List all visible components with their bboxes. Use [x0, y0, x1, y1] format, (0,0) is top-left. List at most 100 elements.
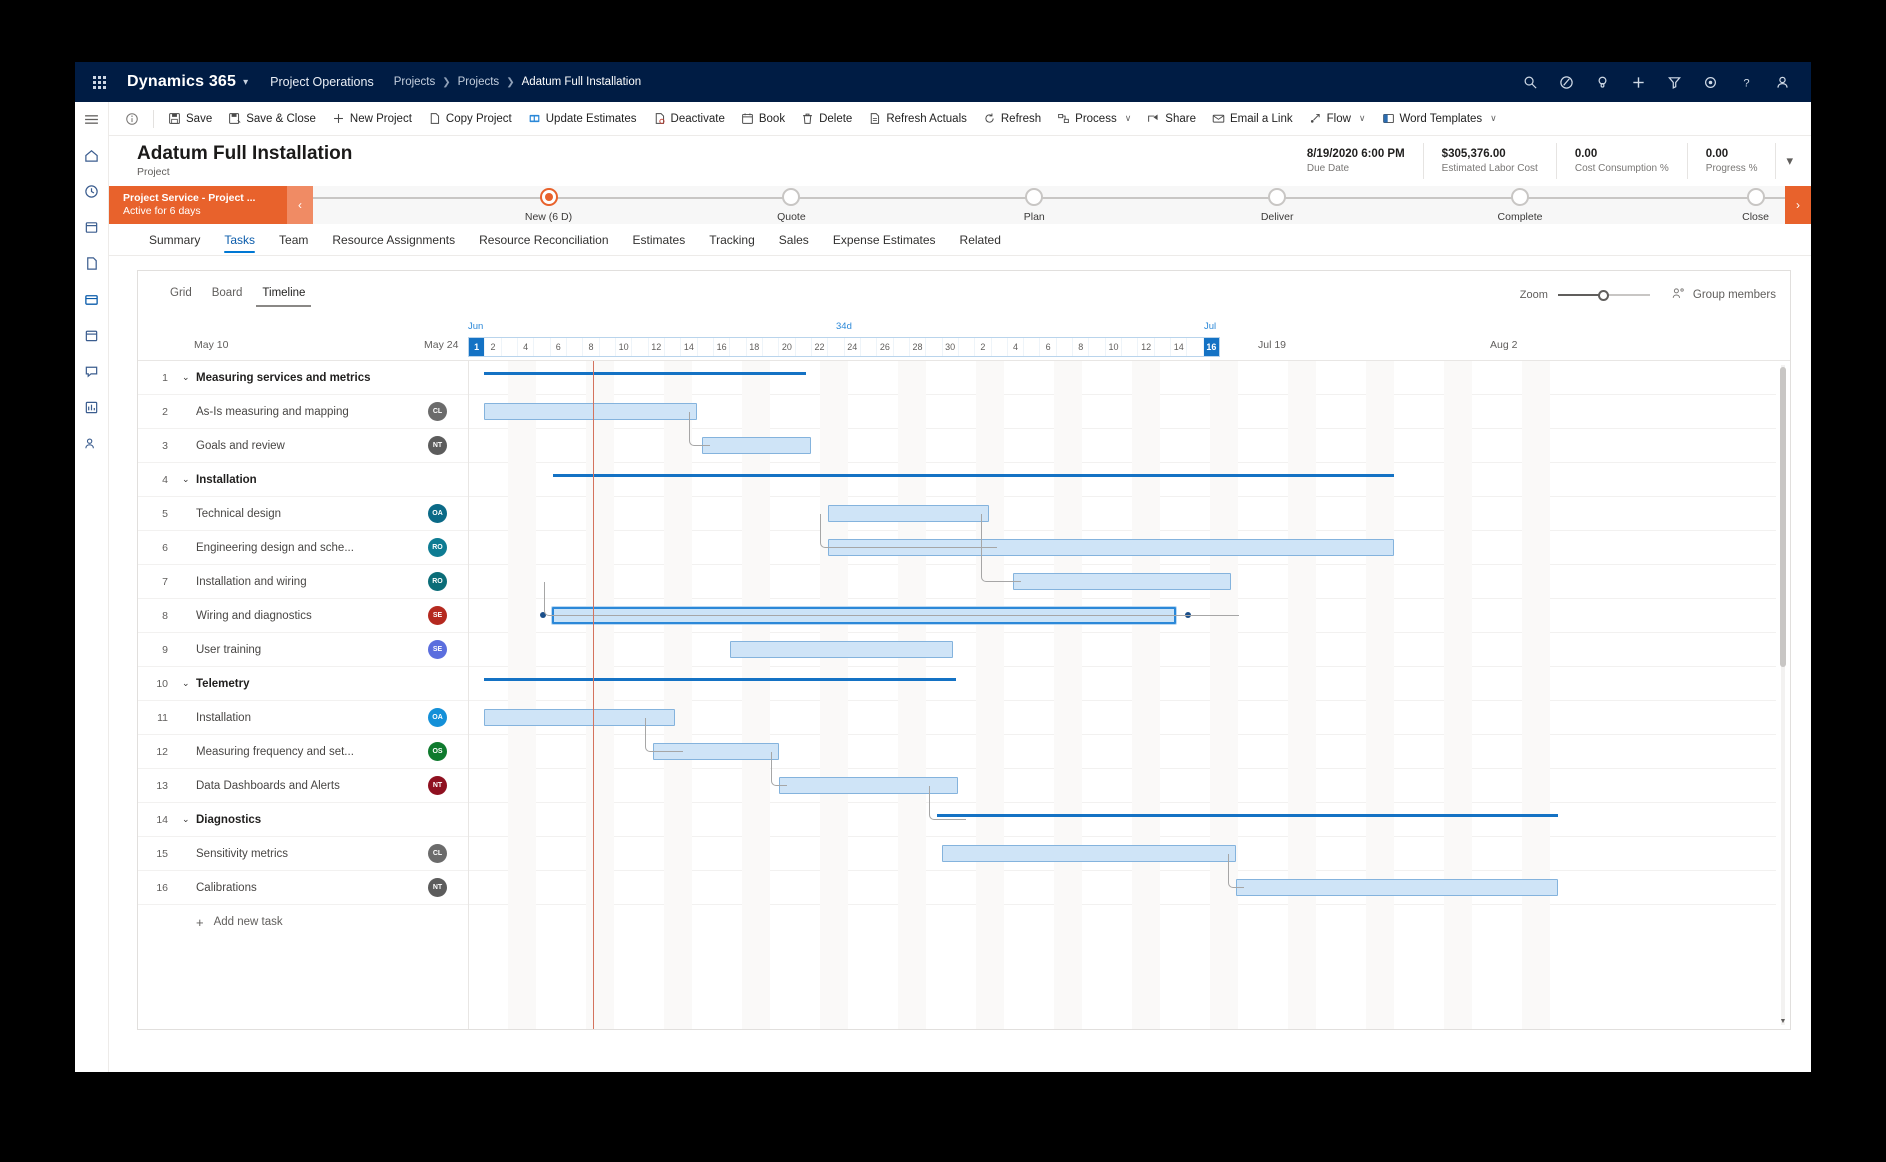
timescale-day-8[interactable]: 8: [1073, 338, 1090, 356]
deactivate-button[interactable]: Deactivate: [645, 107, 733, 130]
tab-sales[interactable]: Sales: [778, 233, 809, 247]
timescale-day-13[interactable]: [665, 338, 682, 356]
view-tab-board[interactable]: Board: [211, 287, 243, 299]
avatar[interactable]: CL: [428, 844, 447, 863]
breadcrumb-item-1[interactable]: Projects: [457, 76, 500, 88]
settings-icon[interactable]: [1695, 67, 1725, 97]
timescale-day-9[interactable]: [600, 338, 616, 356]
avatar[interactable]: NT: [428, 776, 447, 795]
rail-pinned-icon[interactable]: [81, 216, 103, 238]
bpf-stage-new[interactable]: New (6 D): [484, 186, 614, 223]
timescale-day-12[interactable]: 12: [1138, 338, 1155, 356]
brand-chevron-down-icon[interactable]: ▾: [243, 76, 249, 88]
task-name[interactable]: Diagnostics: [196, 813, 262, 826]
bpf-stage-plan[interactable]: Plan: [969, 186, 1099, 223]
rail-recent-icon[interactable]: [81, 180, 103, 202]
tab-summary[interactable]: Summary: [149, 233, 201, 247]
process-chevron-down-icon[interactable]: ∨: [1124, 113, 1132, 123]
gantt-summary-bar[interactable]: [484, 372, 806, 375]
table-row[interactable]: 13 Data Dashboards and Alerts NT: [138, 769, 1776, 803]
timescale-day-29[interactable]: [926, 338, 943, 356]
table-row[interactable]: 7 Installation and wiring RO: [138, 565, 1776, 599]
word-templates-chevron-down-icon[interactable]: ∨: [1490, 113, 1497, 123]
focus-icon[interactable]: [1551, 67, 1581, 97]
timescale-day-1[interactable]: 1: [469, 338, 486, 356]
bpf-stage-complete[interactable]: Complete: [1455, 186, 1585, 223]
rail-projects-icon[interactable]: [81, 288, 103, 310]
bpf-stage-badge[interactable]: Project Service - Project ... Active for…: [109, 186, 287, 224]
timescale-day-11[interactable]: [632, 338, 649, 356]
avatar[interactable]: SE: [428, 640, 447, 659]
new-project-button[interactable]: New Project: [324, 107, 420, 130]
table-row[interactable]: 5 Technical design OA: [138, 497, 1776, 531]
task-name[interactable]: Calibrations: [196, 881, 257, 894]
timescale-day-3[interactable]: [502, 338, 518, 356]
rail-reports-icon[interactable]: [81, 396, 103, 418]
timescale-day-14[interactable]: 14: [681, 338, 698, 356]
rail-chat-icon[interactable]: [81, 360, 103, 382]
update-estimates-button[interactable]: Update Estimates: [520, 107, 645, 130]
table-row[interactable]: 9 User training SE: [138, 633, 1776, 667]
search-icon[interactable]: [1515, 67, 1545, 97]
timescale-day-5[interactable]: [1024, 338, 1041, 356]
rail-home-icon[interactable]: [81, 144, 103, 166]
timescale-day-1[interactable]: [959, 338, 976, 356]
gantt-bar[interactable]: [653, 743, 779, 760]
breadcrumb-item-0[interactable]: Projects: [393, 76, 436, 88]
task-name[interactable]: Measuring frequency and set...: [196, 745, 354, 758]
gantt-summary-bar[interactable]: [484, 678, 957, 681]
table-row[interactable]: 12 Measuring frequency and set... OS: [138, 735, 1776, 769]
timescale-day-10[interactable]: 10: [616, 338, 633, 356]
gantt-bar-resize-handle[interactable]: [1184, 612, 1191, 618]
avatar[interactable]: RO: [428, 572, 447, 591]
task-name[interactable]: User training: [196, 643, 262, 656]
app-launcher-icon[interactable]: [85, 68, 113, 96]
chevron-down-icon[interactable]: ⌄: [182, 814, 190, 824]
stat-cost-consumption[interactable]: 0.00 Cost Consumption %: [1557, 143, 1688, 179]
rail-pages-icon[interactable]: [81, 252, 103, 274]
timescale-day-6[interactable]: 6: [551, 338, 567, 356]
gantt-bar[interactable]: [1013, 573, 1231, 590]
avatar[interactable]: NT: [428, 878, 447, 897]
share-button[interactable]: Share: [1139, 107, 1204, 130]
timescale-day-24[interactable]: 24: [845, 338, 861, 356]
gantt-bar[interactable]: [778, 777, 959, 794]
avatar[interactable]: SE: [428, 606, 447, 625]
process-button[interactable]: Process ∨: [1049, 107, 1139, 130]
gantt-bar[interactable]: [1236, 879, 1558, 896]
tab-tasks[interactable]: Tasks: [212, 228, 267, 255]
avatar[interactable]: NT: [428, 436, 447, 455]
task-name[interactable]: Telemetry: [196, 677, 250, 690]
flow-button[interactable]: Flow ∨: [1301, 107, 1374, 130]
avatar[interactable]: OA: [428, 708, 447, 727]
avatar[interactable]: RO: [428, 538, 447, 557]
bpf-previous-stage-button[interactable]: ‹: [287, 186, 313, 224]
timescale-day-30[interactable]: 30: [943, 338, 959, 356]
view-tab-timeline[interactable]: Timeline: [254, 281, 313, 309]
gantt-bar[interactable]: [702, 437, 812, 454]
task-name[interactable]: As-Is measuring and mapping: [196, 405, 349, 418]
timescale-day-22[interactable]: 22: [812, 338, 829, 356]
timescale-day-16[interactable]: 16: [714, 338, 731, 356]
stat-progress[interactable]: 0.00 Progress %: [1688, 143, 1777, 179]
timescale-day-16[interactable]: 16: [1203, 338, 1220, 356]
table-row[interactable]: 2 As-Is measuring and mapping CL: [138, 395, 1776, 429]
timescale-day-28[interactable]: 28: [910, 338, 927, 356]
user-icon[interactable]: [1767, 67, 1797, 97]
timescale-day-2[interactable]: 2: [975, 338, 992, 356]
timescale-day-12[interactable]: 12: [649, 338, 665, 356]
stat-estimated-labor-cost[interactable]: $305,376.00 Estimated Labor Cost: [1424, 143, 1557, 179]
task-name[interactable]: Technical design: [196, 507, 282, 520]
gantt-summary-bar[interactable]: [553, 474, 1395, 477]
table-row[interactable]: 1 ⌄ Measuring services and metrics: [138, 361, 1776, 395]
header-expand-chevron-down-icon[interactable]: ▾: [1786, 153, 1793, 168]
timescale-day-strip[interactable]: 1 2 4 6 8 10 12 14 16 18 20 22 24 26 28 30 2 4 6 8 10 12 14 16: [468, 337, 1220, 357]
timescale-day-25[interactable]: [861, 338, 878, 356]
task-name[interactable]: Measuring services and metrics: [196, 371, 371, 384]
tab-expense-estimates[interactable]: Expense Estimates: [832, 233, 936, 247]
table-row[interactable]: 6 Engineering design and sche... RO: [138, 531, 1776, 565]
timescale-day-11[interactable]: [1122, 338, 1139, 356]
timescale-day-4[interactable]: 4: [518, 338, 535, 356]
timescale-day-21[interactable]: [796, 338, 812, 356]
timescale-day-17[interactable]: [730, 338, 747, 356]
